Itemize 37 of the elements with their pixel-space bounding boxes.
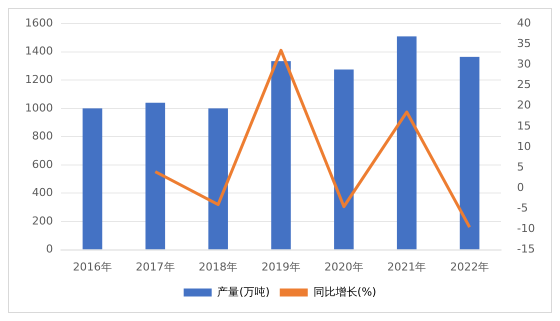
y2-tick-label: 25: [517, 78, 532, 92]
bar: [145, 102, 166, 250]
x-tick-label: 2016年: [72, 260, 112, 274]
x-tick-label: 2021年: [387, 260, 426, 274]
y2-tick-label: -5: [517, 202, 528, 215]
y2-tick-label: 35: [517, 37, 532, 50]
y-tick-label: 1600: [24, 16, 53, 30]
x-tick-label: 2018年: [198, 260, 238, 274]
legend-label: 产量(万吨): [217, 285, 270, 298]
y-tick-label: 600: [32, 158, 53, 171]
bar: [396, 36, 417, 250]
y-tick-label: 1000: [24, 101, 53, 114]
y2-tick-label: 20: [517, 98, 532, 112]
y-tick-label: 400: [32, 186, 53, 200]
y2-tick-label: -15: [517, 242, 535, 256]
y-tick-label: 0: [46, 242, 53, 256]
y-tick-label: 200: [32, 214, 53, 228]
x-tick-label: 2017年: [136, 260, 175, 274]
y2-tick-label: 10: [517, 140, 532, 153]
bar: [82, 108, 102, 250]
bar: [334, 70, 354, 250]
y2-tick-label: 40: [517, 16, 532, 30]
y2-tick-label: 5: [517, 160, 524, 174]
x-tick-label: 2022年: [450, 260, 490, 274]
y-tick-label: 800: [32, 130, 53, 143]
y2-tick-label: 15: [517, 119, 532, 132]
bar: [460, 56, 480, 250]
y2-tick-label: -10: [517, 222, 535, 236]
x-tick-label: 2019年: [262, 260, 301, 274]
x-tick-label: 2020年: [324, 260, 364, 274]
bar: [271, 61, 291, 250]
legend-label: 同比增长(%): [313, 285, 376, 298]
y-tick-label: 1400: [24, 44, 53, 58]
y-tick-label: 1200: [24, 73, 53, 86]
bar: [208, 108, 228, 250]
y2-tick-label: 0: [517, 180, 524, 194]
y2-tick-label: 30: [517, 58, 532, 71]
